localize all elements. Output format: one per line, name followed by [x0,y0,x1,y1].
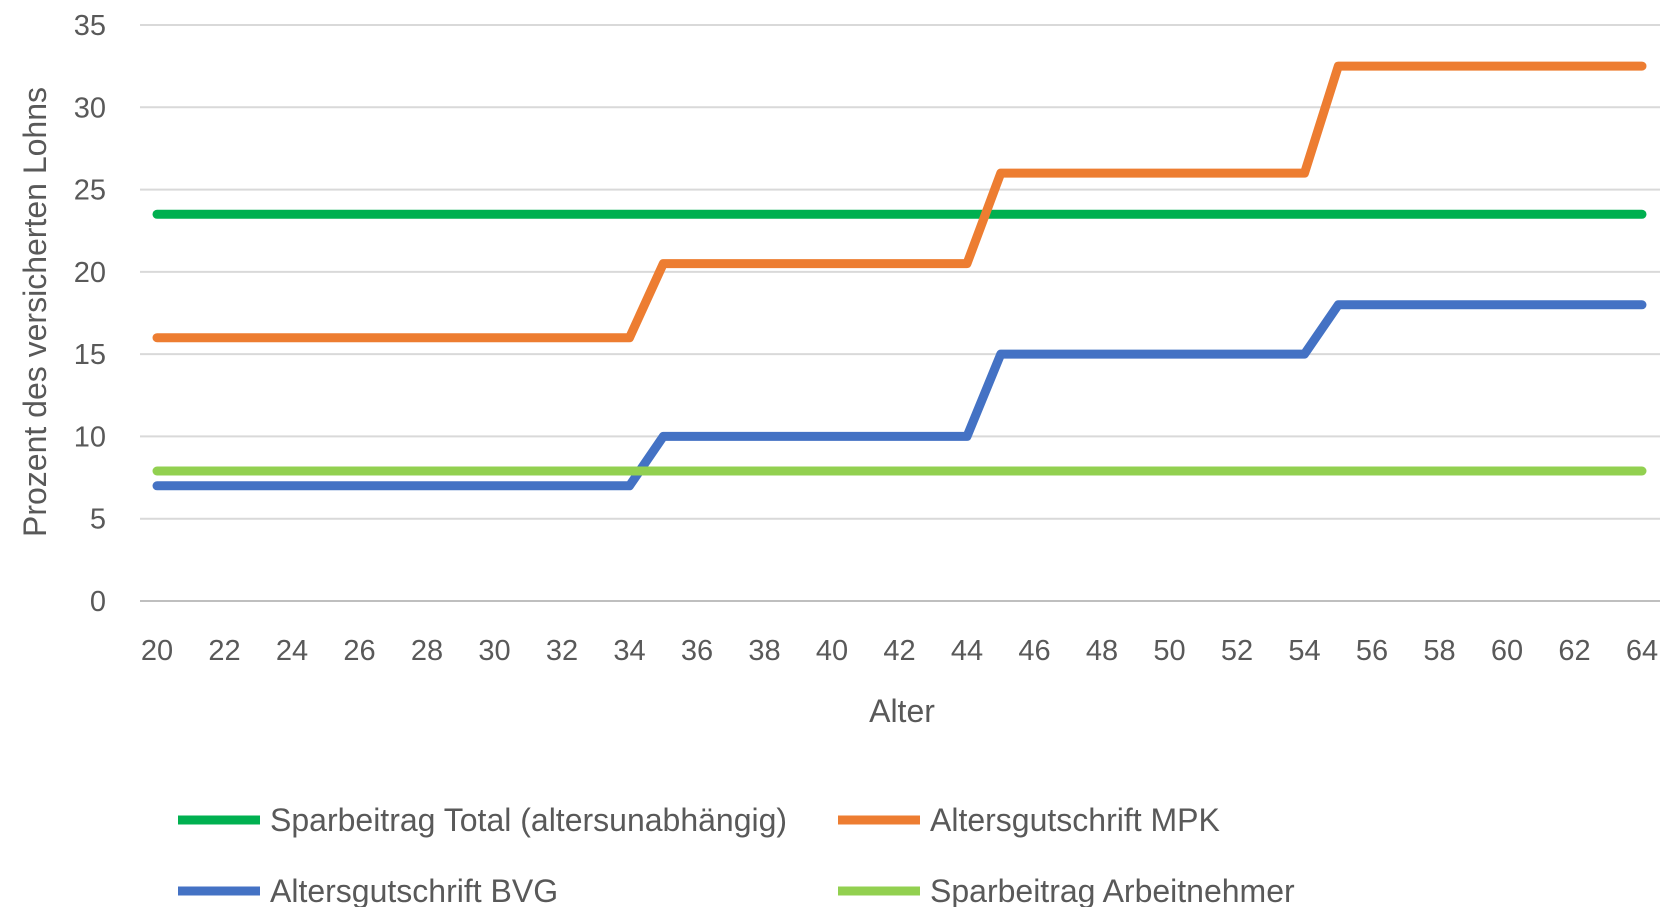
x-tick-label: 54 [1288,635,1320,667]
x-tick-label: 58 [1423,635,1455,667]
x-tick-label: 50 [1153,635,1185,667]
x-tick-label: 62 [1558,635,1590,667]
legend-label: Altersgutschrift MPK [930,802,1220,838]
series-line-2 [152,300,1647,491]
x-tick-label: 56 [1356,635,1388,667]
y-tick-label: 0 [90,586,106,618]
grid-lines [140,24,1660,602]
x-tick-label: 24 [276,635,308,667]
x-tick-label: 48 [1086,635,1118,667]
x-tick-label: 52 [1221,635,1253,667]
legend-item: Altersgutschrift BVG [178,873,558,907]
x-axis-ticks: 20 22 24 26 28 30 32 34 36 38 40 42 44 46 48 50 52 54 56 58… [141,635,1658,667]
x-tick-label: 34 [613,635,645,667]
y-tick-label: 10 [74,421,106,453]
legend-item: Sparbeitrag Total (altersunabhängig) [178,802,787,838]
x-tick-label: 40 [816,635,848,667]
x-axis-title: Alter [869,693,935,729]
x-tick-label: 28 [411,635,443,667]
legend-item: Altersgutschrift MPK [838,802,1220,838]
y-axis-title: Prozent des versicherten Lohns [17,87,53,537]
legend-label: Sparbeitrag Arbeitnehmer [930,873,1295,907]
x-tick-label: 64 [1626,635,1658,667]
y-tick-label: 5 [90,504,106,536]
y-tick-label: 35 [74,10,106,42]
x-tick-label: 38 [748,635,780,667]
x-tick-label: 44 [951,635,983,667]
x-tick-label: 32 [546,635,578,667]
x-tick-label: 42 [883,635,915,667]
x-tick-label: 30 [478,635,510,667]
legend-item: Sparbeitrag Arbeitnehmer [838,873,1295,907]
y-axis-ticks: 0 5 10 15 20 25 30 35 [74,10,106,618]
x-tick-label: 46 [1018,635,1050,667]
legend: Sparbeitrag Total (altersunabhängig) Alte… [178,802,1295,907]
legend-label: Altersgutschrift BVG [270,873,558,907]
series-line-1 [152,61,1647,343]
x-tick-label: 20 [141,635,173,667]
x-tick-label: 26 [343,635,375,667]
y-tick-label: 30 [74,92,106,124]
x-tick-label: 60 [1491,635,1523,667]
series-lines [152,61,1647,491]
x-tick-label: 36 [681,635,713,667]
y-tick-label: 20 [74,257,106,289]
y-tick-label: 25 [74,175,106,207]
y-tick-label: 15 [74,339,106,371]
legend-label: Sparbeitrag Total (altersunabhängig) [270,802,787,838]
x-tick-label: 22 [208,635,240,667]
